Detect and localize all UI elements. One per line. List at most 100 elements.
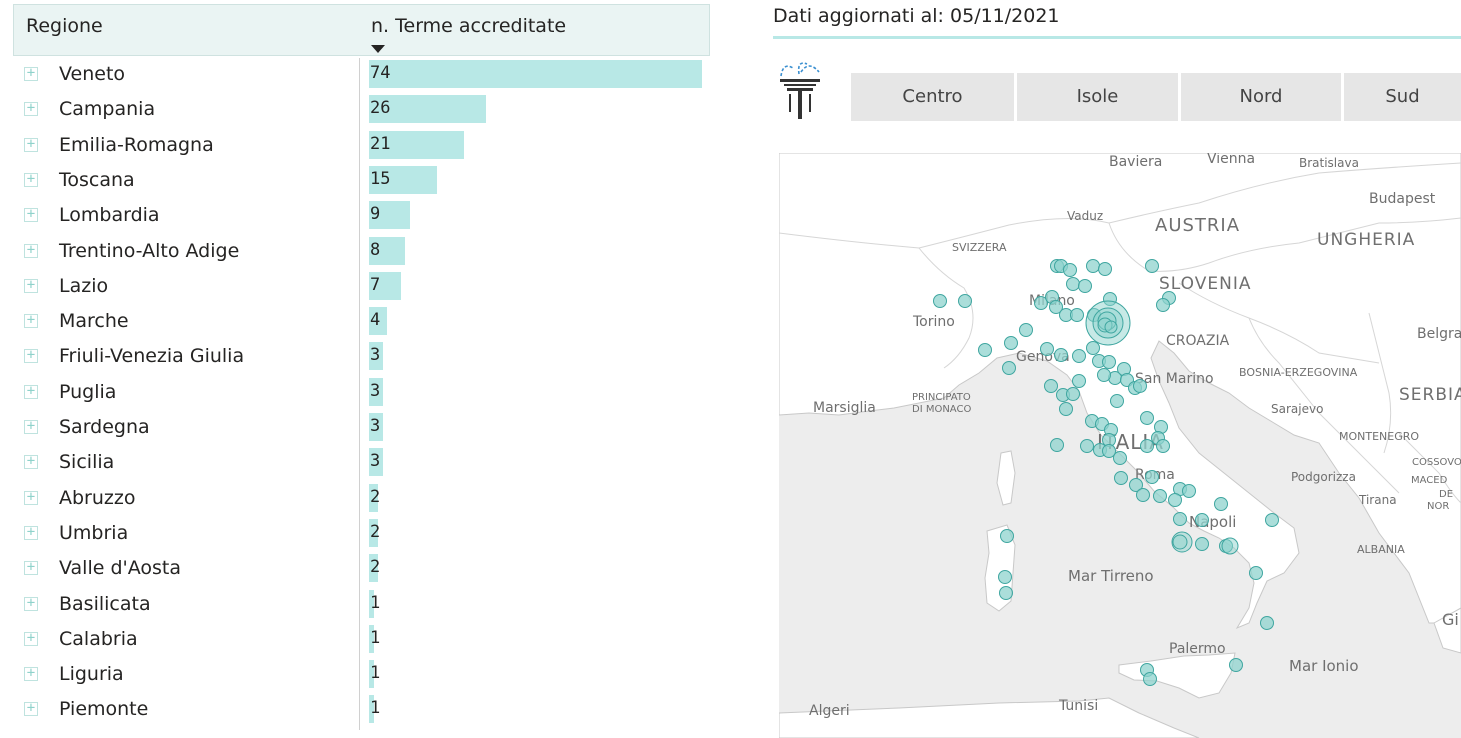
table-row[interactable]: + Piemonte 1 [0,693,712,728]
spa-marker[interactable] [1260,616,1274,630]
spa-marker[interactable] [1136,488,1150,502]
table-row[interactable]: + Marche 4 [0,305,712,340]
expand-icon[interactable]: + [24,101,38,117]
table-row[interactable]: + Liguria 1 [0,658,712,693]
spa-marker[interactable] [1019,323,1033,337]
expand-icon[interactable]: + [24,313,38,329]
spa-marker[interactable] [1040,342,1054,356]
spa-marker[interactable] [1097,368,1111,382]
spa-marker[interactable] [1173,512,1187,526]
spa-marker[interactable] [1086,341,1100,355]
spa-marker[interactable] [1102,355,1116,369]
spa-marker[interactable] [1070,308,1084,322]
column-header-region[interactable]: Regione [26,15,103,37]
spa-marker[interactable] [1145,259,1159,273]
spa-marker[interactable] [1080,439,1094,453]
expand-icon[interactable]: + [24,243,38,258]
slicer-button-sud[interactable]: Sud [1344,73,1461,121]
spa-marker[interactable] [1153,489,1167,503]
expand-icon[interactable]: + [24,172,38,187]
spa-marker[interactable] [1086,259,1100,273]
table-row[interactable]: + Toscana 15 [0,164,712,199]
spa-marker[interactable] [1168,493,1182,507]
table-row[interactable]: + Lombardia 9 [0,199,712,234]
spa-marker[interactable] [1004,336,1018,350]
table-row[interactable]: + Valle d'Aosta 2 [0,552,712,587]
table-row[interactable]: + Veneto 74 [0,58,712,93]
spa-marker[interactable] [1098,262,1112,276]
table-row[interactable]: + Trentino-Alto Adige 8 [0,235,712,270]
spa-marker[interactable] [1265,513,1279,527]
spa-marker[interactable] [1140,411,1154,425]
spa-marker[interactable] [978,343,992,357]
table-row[interactable]: + Friuli-Venezia Giulia 3 [0,340,712,375]
spa-marker[interactable] [1049,300,1063,314]
column-header-count[interactable]: n. Terme accreditate [371,15,567,37]
spa-marker[interactable] [1195,513,1209,527]
table-row[interactable]: + Basilicata 1 [0,588,712,623]
spa-marker[interactable] [1063,263,1077,277]
spa-marker[interactable] [999,586,1013,600]
expand-icon[interactable]: + [24,560,38,576]
spa-marker[interactable] [1113,451,1127,465]
expand-icon[interactable]: + [24,207,38,223]
spa-cluster-marker[interactable] [1104,320,1118,334]
spa-marker[interactable] [1050,438,1064,452]
spa-marker[interactable] [1044,379,1058,393]
spa-marker[interactable] [1249,566,1263,580]
spa-marker[interactable] [1145,470,1159,484]
spa-marker[interactable] [998,570,1012,584]
spa-marker[interactable] [1110,394,1124,408]
spa-marker[interactable] [1059,402,1073,416]
map-canvas[interactable]: Baviera Vienna Bratislava Budapest Vaduz… [779,153,1461,738]
slicer-button-centro[interactable]: Centro [851,73,1017,121]
expand-icon[interactable]: + [24,666,38,682]
table-row[interactable]: + Umbria 2 [0,517,712,552]
table-row[interactable]: + Sardegna 3 [0,411,712,446]
spa-marker[interactable] [1072,349,1086,363]
table-row[interactable]: + Sicilia 3 [0,446,712,481]
expand-icon[interactable]: + [24,701,38,717]
expand-icon[interactable]: + [24,490,38,505]
spa-marker[interactable] [1156,298,1170,312]
spa-marker[interactable] [1066,277,1080,291]
spa-cluster-marker[interactable] [1221,537,1239,555]
spa-marker[interactable] [1066,387,1080,401]
expand-icon[interactable]: + [24,278,38,293]
spa-marker[interactable] [1078,279,1092,293]
spa-marker[interactable] [1034,296,1048,310]
table-row[interactable]: + Campania 26 [0,93,712,128]
spa-marker[interactable] [1195,537,1209,551]
spa-marker[interactable] [1072,374,1086,388]
spa-marker[interactable] [1140,439,1154,453]
spa-marker[interactable] [1000,529,1014,543]
expand-icon[interactable]: + [24,66,38,81]
spa-marker[interactable] [958,294,972,308]
expand-icon[interactable]: + [24,348,38,364]
spa-marker[interactable] [1054,348,1068,362]
expand-icon[interactable]: + [24,454,38,470]
expand-icon[interactable]: + [24,137,38,152]
table-row[interactable]: + Abruzzo 2 [0,482,712,517]
expand-icon[interactable]: + [24,384,38,399]
expand-icon[interactable]: + [24,596,38,611]
spa-marker[interactable] [1214,497,1228,511]
table-row[interactable]: + Emilia-Romagna 21 [0,129,712,164]
slicer-button-isole[interactable]: Isole [1017,73,1181,121]
spa-marker[interactable] [1102,444,1116,458]
expand-icon[interactable]: + [24,525,38,540]
spa-cluster-marker[interactable] [1172,534,1188,550]
expand-icon[interactable]: + [24,631,38,646]
spa-marker[interactable] [1114,471,1128,485]
spa-marker[interactable] [1229,658,1243,672]
spa-marker[interactable] [1133,379,1147,393]
spa-marker[interactable] [933,294,947,308]
sort-descending-icon[interactable] [371,45,385,53]
spa-marker[interactable] [1002,361,1016,375]
table-row[interactable]: + Puglia 3 [0,376,712,411]
expand-icon[interactable]: + [24,419,38,434]
spa-marker[interactable] [1182,484,1196,498]
spa-marker[interactable] [1143,672,1157,686]
table-row[interactable]: + Calabria 1 [0,623,712,658]
slicer-button-nord[interactable]: Nord [1181,73,1344,121]
